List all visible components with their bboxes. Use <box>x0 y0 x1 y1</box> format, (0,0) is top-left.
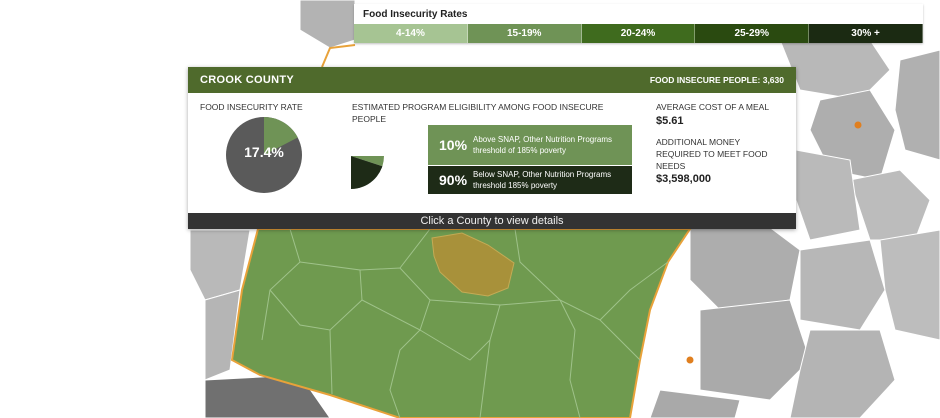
neighbor-county[interactable] <box>649 389 741 418</box>
legend-bin: 4-14% <box>354 24 468 43</box>
rate-pie-chart <box>226 117 302 193</box>
state-outline-north <box>321 44 356 68</box>
eligibility-above-text: Above SNAP, Other Nutrition Programs thr… <box>473 135 613 155</box>
neighbor-county[interactable] <box>795 149 861 241</box>
eligibility-pie <box>318 123 417 189</box>
rate-pie-slice <box>264 117 298 155</box>
city-marker[interactable] <box>854 121 862 129</box>
eligibility-below-pct: 90% <box>439 172 468 188</box>
state-outline <box>230 228 692 418</box>
legend-title: Food Insecurity Rates <box>363 9 468 20</box>
neighbor-county[interactable] <box>894 49 940 161</box>
eligibility-above: 10% Above SNAP, Other Nutrition Programs… <box>428 125 632 165</box>
rate-title: FOOD INSECURITY RATE <box>200 102 303 112</box>
legend-bin: 25-29% <box>695 24 810 43</box>
meal-cost-value: $5.61 <box>656 115 684 127</box>
eligibility-title: ESTIMATED PROGRAM ELIGIBILITY AMONG FOOD… <box>352 102 604 124</box>
neighbor-county[interactable] <box>879 229 940 341</box>
legend-bin: 30% + <box>809 24 923 43</box>
legend-bin: 15-19% <box>467 24 582 43</box>
selected-county-crook[interactable] <box>431 232 515 297</box>
eligibility-below: 90% Below SNAP, Other Nutrition Programs… <box>428 166 632 194</box>
additional-money-value: $3,598,000 <box>656 173 712 185</box>
insecurity-rate-pie: 17.4% <box>226 117 302 193</box>
county-borders <box>261 228 669 418</box>
panel-header: CROOK COUNTY FOOD INSECURE PEOPLE: 3,630 <box>188 67 796 93</box>
meal-cost-label: AVERAGE COST OF A MEAL <box>656 102 770 112</box>
click-county-hint: Click a County to view details <box>188 213 796 229</box>
neighbor-county[interactable] <box>779 39 891 101</box>
neighbor-county[interactable] <box>204 289 241 381</box>
county-name: CROOK COUNTY <box>200 74 295 86</box>
legend-bins: 4-14% 15-19% 20-24% 25-29% 30% + <box>354 24 923 43</box>
additional-money-label: ADDITIONAL MONEY REQUIRED TO MEET FOOD N… <box>656 137 768 171</box>
neighbor-county[interactable] <box>799 239 886 331</box>
neighbor-county[interactable] <box>689 219 801 311</box>
eligibility-above-pct: 10% <box>439 137 468 153</box>
state-region <box>230 44 692 418</box>
legend-bin: 20-24% <box>581 24 696 43</box>
neighbor-county[interactable] <box>699 299 811 401</box>
county-detail-panel: CROOK COUNTY FOOD INSECURE PEOPLE: 3,630… <box>188 67 796 229</box>
neighbor-county[interactable] <box>789 329 896 418</box>
eligibility-slice-above <box>351 156 384 167</box>
rate-value: 17.4% <box>244 144 284 160</box>
neighbor-regions <box>189 0 940 418</box>
legend: Food Insecurity Rates 4-14% 15-19% 20-24… <box>354 4 923 43</box>
eligibility-pie-chart <box>318 156 384 189</box>
neighbor-county[interactable] <box>189 229 251 301</box>
neighbor-county[interactable] <box>299 0 356 49</box>
eligibility-below-text: Below SNAP, Other Nutrition Programs thr… <box>473 170 612 190</box>
neighbor-county[interactable] <box>849 169 931 241</box>
city-marker[interactable] <box>686 356 694 364</box>
food-insecure-people: FOOD INSECURE PEOPLE: 3,630 <box>649 75 784 85</box>
